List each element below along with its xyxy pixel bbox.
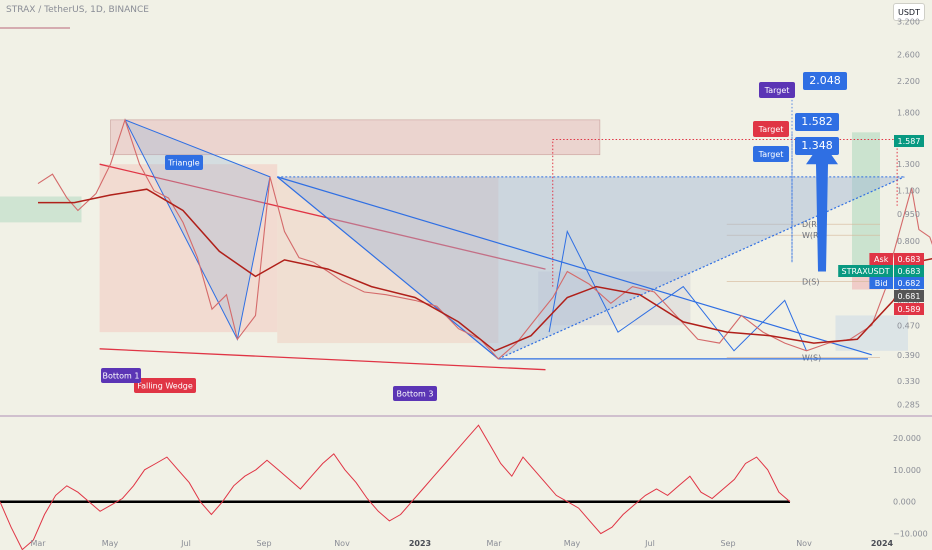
- price-tag-label-bg: [869, 253, 893, 265]
- x-tick-label: May: [102, 539, 119, 548]
- wave-zigzag: [548, 229, 807, 352]
- rsi-oscillator: [0, 424, 791, 550]
- bottom-1-label-bg: [101, 368, 141, 383]
- price-tag-label: Ask: [874, 255, 889, 264]
- y-tick-label: 0.470: [897, 321, 920, 330]
- price-tag-value: 0.683: [898, 267, 921, 276]
- price-tag-label: Bid: [875, 279, 888, 288]
- price-tag-bg: [894, 265, 924, 277]
- y-tick-label: 0.390: [897, 351, 920, 360]
- x-tick-label: Nov: [796, 539, 812, 548]
- target-label-1: Target: [764, 86, 790, 95]
- x-tick-label: Sep: [720, 539, 735, 548]
- x-tick-label: Mar: [30, 539, 46, 548]
- bottom-3-label-bg: [393, 386, 437, 401]
- triangle-zone: [277, 176, 499, 344]
- price-tag-bg: [894, 135, 924, 147]
- price-tag-bg: [894, 290, 924, 302]
- bottom-1-label: Bottom 1: [103, 372, 140, 381]
- y-tick-label: 1.300: [897, 160, 920, 169]
- target-value-1: 2.048: [809, 74, 841, 87]
- price-tags: 1.587 Ask 0.683 STRAXUSDT 0.683 Bid 0.682 0.681…: [838, 135, 924, 315]
- support-zone: [835, 315, 908, 351]
- y-tick-label: 0.330: [897, 377, 920, 386]
- x-tick-label: Mar: [486, 539, 502, 548]
- ema-line: [38, 188, 932, 352]
- price-tag-label: STRAXUSDT: [842, 267, 890, 276]
- rsi-y-tick-label: −10.000: [893, 530, 928, 539]
- y-tick-label: 2.600: [897, 50, 920, 59]
- target-label-2-bg: [753, 121, 789, 137]
- target-value-2: 1.582: [801, 115, 833, 128]
- triangle-label: Triangle: [167, 159, 199, 168]
- price-tag-value: 0.681: [898, 292, 921, 301]
- x-tick-label: May: [564, 539, 581, 548]
- price-series: [37, 92, 932, 360]
- long-position-target-zone: [852, 132, 880, 267]
- level-label: D(S): [802, 277, 819, 286]
- currency-button[interactable]: USDT: [893, 3, 925, 21]
- y-tick-label: 2.200: [897, 77, 920, 86]
- triangle-fill: [277, 176, 905, 359]
- price-tag-label-bg: [838, 265, 893, 277]
- target-projection-box: [552, 138, 898, 287]
- y-tick-label: 0.950: [897, 210, 920, 219]
- wave-triangle: [124, 119, 271, 341]
- target-value-2-bg: [795, 113, 839, 131]
- target-value-3: 1.348: [801, 139, 833, 152]
- triangle-upper-line: [277, 176, 872, 356]
- target-label-2: Target: [758, 125, 784, 134]
- target-label-3-bg: [753, 146, 789, 162]
- y-tick-label: 1.100: [897, 187, 920, 196]
- level-label: D(R): [802, 220, 820, 229]
- triangle-label-bg: [165, 155, 203, 170]
- x-tick-label: Nov: [334, 539, 350, 548]
- price-tag-value: 1.587: [898, 137, 921, 146]
- x-tick-label: Sep: [256, 539, 271, 548]
- triangle-left-line: [276, 176, 499, 360]
- target-value-1-bg: [803, 72, 847, 90]
- target-label-3: Target: [758, 150, 784, 159]
- level-label: W(R): [802, 231, 822, 240]
- price-tag-label-bg: [869, 277, 893, 289]
- price-tag-bg: [894, 277, 924, 289]
- rsi-y-tick-label: 0.000: [893, 498, 916, 507]
- x-tick-label: 2023: [409, 539, 431, 548]
- chart-patterns: [99, 119, 905, 371]
- y-tick-label: 0.800: [897, 237, 920, 246]
- target-label-1-bg: [759, 82, 795, 98]
- early-consolidation-zone: [0, 196, 82, 223]
- y-tick-label: 3.200: [897, 18, 920, 27]
- consolidation-zone: [538, 271, 691, 326]
- bottom-3-label: Bottom 3: [397, 390, 434, 399]
- x-tick-label: Jul: [180, 539, 191, 548]
- level-label: W(S): [802, 354, 821, 363]
- y-tick-label: 1.800: [897, 109, 920, 118]
- price-tag-bg: [894, 253, 924, 265]
- price-tag-value: 0.682: [898, 279, 921, 288]
- chart-symbol-title: STRAX / TetherUS, 1D, BINANCE: [6, 5, 149, 15]
- falling-wedge-label-bg: [134, 378, 196, 393]
- price-tag-value: 0.683: [898, 255, 921, 264]
- resistance-zone: [110, 119, 601, 156]
- rsi-y-tick-label: 20.000: [893, 434, 921, 443]
- price-tag-value: 0.589: [898, 305, 921, 314]
- x-tick-label: 2024: [871, 539, 894, 548]
- falling-wedge-label: Falling Wedge: [137, 382, 193, 391]
- target-value-3-bg: [795, 137, 839, 155]
- x-tick-label: Jul: [644, 539, 655, 548]
- price-line: [37, 118, 932, 360]
- price-tag-bg: [894, 303, 924, 315]
- falling-wedge-upper-line: [99, 163, 546, 270]
- target-arrow: [806, 141, 838, 272]
- falling-wedge-lower-line: [99, 348, 546, 371]
- y-tick-label: 0.285: [897, 400, 920, 409]
- rsi-line: [0, 424, 791, 550]
- rsi-y-tick-label: 10.000: [893, 466, 921, 475]
